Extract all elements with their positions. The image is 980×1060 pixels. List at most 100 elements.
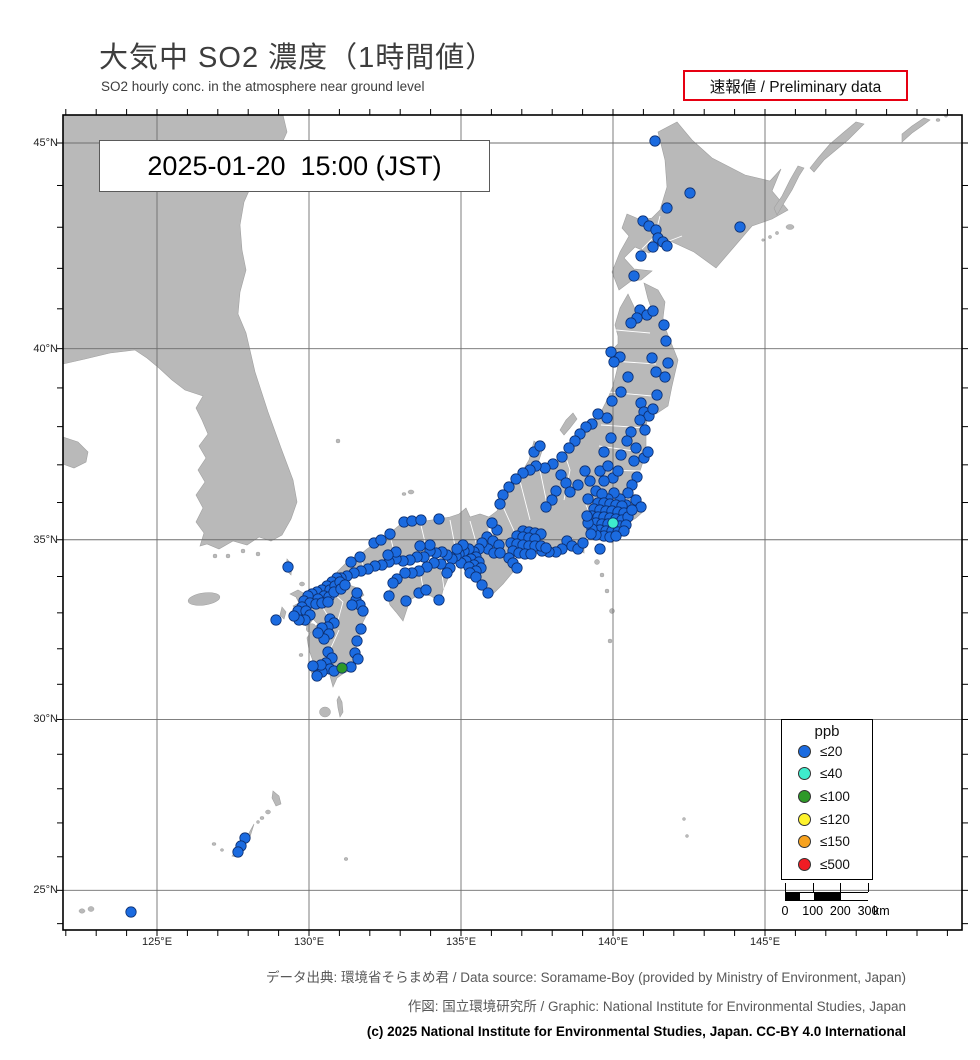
station-dot-le20	[346, 599, 358, 611]
station-dot-le20	[734, 221, 746, 233]
station-dot-le20	[400, 595, 412, 607]
station-dot-le20	[384, 528, 396, 540]
small-island	[685, 834, 689, 838]
station-dot-le20	[615, 386, 627, 398]
station-dot-le20	[650, 366, 662, 378]
small-island	[87, 906, 95, 912]
station-dot-le20	[345, 556, 357, 568]
small-island	[255, 551, 261, 557]
station-dot-le20	[628, 270, 640, 282]
station-dot-le20	[387, 577, 399, 589]
legend: ppb ≤20 ≤40 ≤100 ≤120 ≤150 ≤500	[781, 719, 873, 880]
legend-label: ≤40	[820, 766, 843, 782]
station-dot-le20	[383, 590, 395, 602]
station-dot-le20	[355, 623, 367, 635]
station-dot-le20	[572, 479, 584, 491]
station-dot-le20	[651, 389, 663, 401]
scale-bar-label: 0	[781, 904, 789, 918]
landmass-tanegashima	[336, 695, 344, 718]
station-dot-le20	[628, 455, 640, 467]
station-dot-le20	[608, 356, 620, 368]
station-dot-le20	[494, 547, 506, 559]
small-island	[319, 706, 331, 718]
station-dot-le20	[649, 135, 661, 147]
legend-row-le120: ≤120	[782, 808, 872, 831]
small-island	[775, 231, 779, 235]
small-island	[785, 224, 795, 230]
station-dot-le20	[642, 446, 654, 458]
station-dot-le20	[647, 305, 659, 317]
station-dot-le20	[540, 501, 552, 513]
station-dot-le20	[424, 539, 436, 551]
legend-row-le150: ≤150	[782, 830, 872, 853]
landmass-continent-korea	[63, 115, 298, 550]
small-island	[225, 553, 231, 559]
small-island	[299, 581, 305, 587]
station-dot-le20	[486, 517, 498, 529]
scale-bar-tick	[812, 883, 814, 892]
legend-label: ≤100	[820, 788, 850, 804]
landmass-etorofu	[809, 121, 865, 173]
station-dot-le20	[354, 551, 366, 563]
station-dot-le20	[511, 562, 523, 574]
station-dot-le20	[540, 542, 552, 554]
station-dot-le20	[594, 465, 606, 477]
legend-color-dot-le100	[798, 789, 811, 803]
landmass-shandong	[63, 436, 89, 469]
scale-bar-ruler	[785, 892, 869, 901]
station-dot-le20	[494, 498, 506, 510]
station-dot-le20	[622, 371, 634, 383]
station-dot-le20	[414, 540, 426, 552]
scale-bar-tick	[840, 883, 842, 892]
station-dot-le20	[415, 514, 427, 526]
station-dot-le20	[539, 462, 551, 474]
prefecture-border	[329, 629, 340, 651]
station-dot-le20	[647, 241, 659, 253]
station-dot-le20	[556, 451, 568, 463]
station-dot-le20	[577, 537, 589, 549]
station-dot-le20	[351, 635, 363, 647]
station-dot-le20	[582, 493, 594, 505]
map-frame	[62, 114, 963, 931]
scale-bar-tick	[785, 883, 786, 892]
lat-label-25: 25°N	[33, 884, 58, 897]
station-dot-le20	[232, 846, 244, 858]
scale-bar-label: 200	[829, 904, 851, 918]
small-island	[604, 588, 610, 594]
station-dot-le20	[470, 571, 482, 583]
small-island	[607, 638, 613, 644]
station-dot-le20	[625, 317, 637, 329]
station-dot-le20	[351, 587, 363, 599]
station-dot-le20	[476, 579, 488, 591]
legend-label: ≤150	[820, 834, 850, 850]
station-dot-le20	[639, 424, 651, 436]
prefecture-border	[539, 469, 548, 505]
lon-label-130: 130°E	[293, 936, 325, 948]
legend-title: ppb	[814, 723, 840, 740]
station-dot-le20	[605, 432, 617, 444]
station-dot-le20	[598, 446, 610, 458]
small-island	[265, 809, 271, 815]
station-dot-le20	[662, 357, 674, 369]
station-dot-le20	[631, 471, 643, 483]
legend-color-dot-le150	[798, 835, 811, 849]
small-island	[211, 842, 217, 846]
station-dot-le20	[482, 587, 494, 599]
station-dot-le20	[606, 395, 618, 407]
scale-bar-segment	[813, 893, 842, 900]
small-island	[212, 553, 218, 559]
station-dot-le20	[270, 614, 282, 626]
footer-data-source: データ出典: 環境省そらまめ君 / Data source: Soramame-…	[266, 970, 906, 985]
page-subtitle: SO2 hourly conc. in the atmosphere near …	[101, 79, 425, 94]
legend-label: ≤20	[820, 743, 843, 759]
landmass-amami	[271, 790, 282, 807]
small-island	[609, 608, 615, 614]
station-dot-le20	[661, 240, 673, 252]
small-island	[768, 235, 772, 239]
small-island	[187, 592, 221, 606]
legend-color-dot-le500	[798, 857, 811, 871]
lat-label-30: 30°N	[33, 713, 58, 726]
station-dot-le20	[610, 530, 622, 542]
station-dot-le20	[612, 465, 624, 477]
timestamp-box: 2025-01-20 15:00 (JST)	[99, 140, 490, 192]
